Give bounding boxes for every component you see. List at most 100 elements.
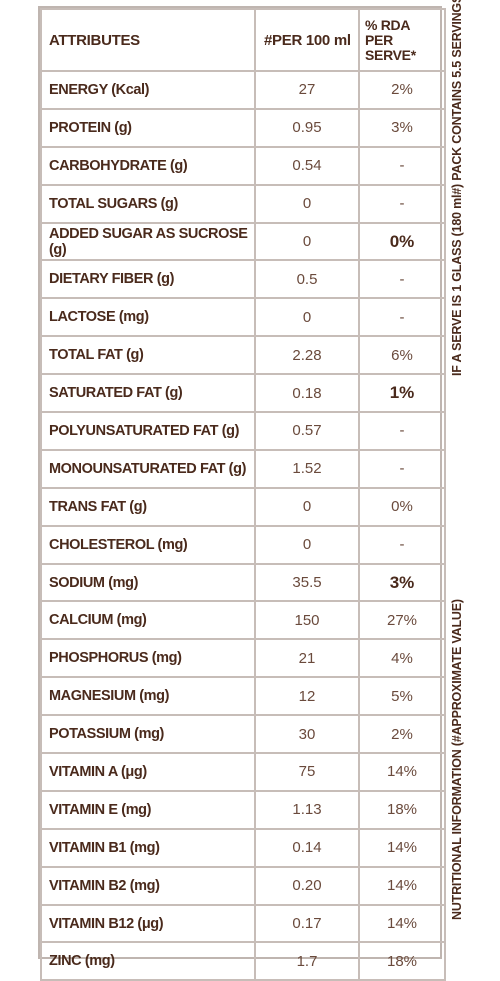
header-rda-line2: PER SERVE* bbox=[365, 31, 416, 63]
per-100ml-cell: 0 bbox=[254, 486, 360, 527]
per-100ml-cell: 35.5 bbox=[254, 562, 360, 603]
rda-cell: 1% bbox=[358, 373, 446, 414]
attribute-cell: VITAMIN B1 (mg) bbox=[40, 827, 256, 868]
table-row: PROTEIN (g) 0.95 3% bbox=[40, 107, 446, 148]
table-row: TOTAL SUGARS (g) 0- bbox=[40, 183, 446, 224]
table-row: DIETARY FIBER (g) 0.5- bbox=[40, 259, 446, 300]
table-row: VITAMIN E (mg) 1.13 18% bbox=[40, 789, 446, 830]
per-100ml-cell: 150 bbox=[254, 600, 360, 641]
per-100ml-cell: 75 bbox=[254, 752, 360, 792]
rda-cell: 2% bbox=[358, 714, 446, 755]
rda-cell: - bbox=[358, 145, 446, 186]
per-100ml-cell: 2.28 bbox=[254, 335, 360, 376]
per-100ml-cell: 0.18 bbox=[254, 373, 360, 414]
per-100ml-cell: 12 bbox=[254, 676, 360, 717]
rda-cell: - bbox=[358, 183, 446, 224]
table-row: CALCIUM (mg) 150 27% bbox=[40, 600, 446, 641]
attribute-cell: VITAMIN B12 (μg) bbox=[40, 903, 256, 944]
table-row: SATURATED FAT (g) 0.18 1% bbox=[40, 373, 446, 414]
table-row: VITAMIN A (μg) 75 14% bbox=[40, 752, 446, 792]
rda-cell: 4% bbox=[358, 638, 446, 679]
table-header-row: ATTRIBUTES #PER 100 ml % RDA PER SERVE* bbox=[40, 8, 446, 72]
nutrition-table: ATTRIBUTES #PER 100 ml % RDA PER SERVE* … bbox=[40, 8, 446, 981]
per-100ml-cell: 21 bbox=[254, 638, 360, 679]
per-100ml-cell: 0 bbox=[254, 524, 360, 565]
rda-cell: 14% bbox=[358, 752, 446, 792]
table-row: ENERGY (Kcal) 27 2% bbox=[40, 70, 446, 110]
table-row: ADDED SUGAR AS SUCROSE (g) 0 0% bbox=[40, 221, 446, 262]
rda-cell: 0% bbox=[358, 221, 446, 262]
attribute-cell: DIETARY FIBER (g) bbox=[40, 259, 256, 300]
per-100ml-cell: 0.17 bbox=[254, 903, 360, 944]
per-100ml-cell: 0.20 bbox=[254, 865, 360, 906]
attribute-cell: ADDED SUGAR AS SUCROSE (g) bbox=[40, 221, 256, 262]
attribute-cell: VITAMIN B2 (mg) bbox=[40, 865, 256, 906]
per-100ml-cell: 0.14 bbox=[254, 827, 360, 868]
attribute-cell: TRANS FAT (g) bbox=[40, 486, 256, 527]
rda-cell: 14% bbox=[358, 827, 446, 868]
rda-cell: - bbox=[358, 448, 446, 489]
per-100ml-cell: 0.5 bbox=[254, 259, 360, 300]
attribute-cell: TOTAL FAT (g) bbox=[40, 335, 256, 376]
rda-cell: 27% bbox=[358, 600, 446, 641]
table-row: VITAMIN B1 (mg) 0.14 14% bbox=[40, 827, 446, 868]
table-row: CHOLESTEROL (mg) 0- bbox=[40, 524, 446, 565]
attribute-cell: VITAMIN E (mg) bbox=[40, 789, 256, 830]
attribute-cell: CHOLESTEROL (mg) bbox=[40, 524, 256, 565]
per-100ml-cell: 30 bbox=[254, 714, 360, 755]
attribute-cell: POTASSIUM (mg) bbox=[40, 714, 256, 755]
attribute-cell: TOTAL SUGARS (g) bbox=[40, 183, 256, 224]
per-100ml-cell: 0 bbox=[254, 297, 360, 338]
attribute-cell: VITAMIN A (μg) bbox=[40, 752, 256, 792]
rda-cell: 18% bbox=[358, 941, 446, 981]
rda-cell: - bbox=[358, 411, 446, 451]
rda-cell: - bbox=[358, 259, 446, 300]
rda-cell: 3% bbox=[358, 107, 446, 148]
per-100ml-cell: 27 bbox=[254, 70, 360, 110]
table-row: SODIUM (mg) 35.5 3% bbox=[40, 562, 446, 603]
serving-note: IF A SERVE IS 1 GLASS (180 ml#) PACK CON… bbox=[450, 0, 464, 376]
per-100ml-cell: 1.7 bbox=[254, 941, 360, 981]
per-100ml-cell: 0 bbox=[254, 183, 360, 224]
header-rda-line1: % RDA bbox=[365, 16, 411, 33]
attribute-cell: PROTEIN (g) bbox=[40, 107, 256, 148]
per-100ml-cell: 0 bbox=[254, 221, 360, 262]
table-row: TOTAL FAT (g) 2.28 6% bbox=[40, 335, 446, 376]
table-row: MAGNESIUM (mg) 12 5% bbox=[40, 676, 446, 717]
rda-cell: 2% bbox=[358, 70, 446, 110]
header-rda: % RDA PER SERVE* bbox=[358, 8, 446, 72]
rda-cell: 6% bbox=[358, 335, 446, 376]
attribute-cell: PHOSPHORUS (mg) bbox=[40, 638, 256, 679]
attribute-cell: CARBOHYDRATE (g) bbox=[40, 145, 256, 186]
per-100ml-cell: 1.52 bbox=[254, 448, 360, 489]
table-row: MONOUNSATURATED FAT (g) 1.52- bbox=[40, 448, 446, 489]
attribute-cell: MAGNESIUM (mg) bbox=[40, 676, 256, 717]
attribute-cell: ZINC (mg) bbox=[40, 941, 256, 981]
header-per-100ml: #PER 100 ml bbox=[254, 8, 360, 72]
nutrition-table-wrapper: ATTRIBUTES #PER 100 ml % RDA PER SERVE* … bbox=[38, 6, 446, 981]
attribute-cell: SODIUM (mg) bbox=[40, 562, 256, 603]
table-row: CARBOHYDRATE (g) 0.54- bbox=[40, 145, 446, 186]
rda-cell: - bbox=[358, 524, 446, 565]
rda-cell: 18% bbox=[358, 789, 446, 830]
table-row: ZINC (mg) 1.7 18% bbox=[40, 941, 446, 981]
rda-cell: - bbox=[358, 297, 446, 338]
table-row: POTASSIUM (mg) 30 2% bbox=[40, 714, 446, 755]
per-100ml-cell: 0.95 bbox=[254, 107, 360, 148]
attribute-cell: SATURATED FAT (g) bbox=[40, 373, 256, 414]
table-row: POLYUNSATURATED FAT (g) 0.57- bbox=[40, 411, 446, 451]
attribute-cell: MONOUNSATURATED FAT (g) bbox=[40, 448, 256, 489]
attribute-cell: CALCIUM (mg) bbox=[40, 600, 256, 641]
rda-cell: 3% bbox=[358, 562, 446, 603]
per-100ml-cell: 0.54 bbox=[254, 145, 360, 186]
table-row: PHOSPHORUS (mg) 21 4% bbox=[40, 638, 446, 679]
rda-cell: 14% bbox=[358, 865, 446, 906]
per-100ml-cell: 0.57 bbox=[254, 411, 360, 451]
table-row: VITAMIN B2 (mg) 0.20 14% bbox=[40, 865, 446, 906]
rda-cell: 0% bbox=[358, 486, 446, 527]
per-100ml-cell: 1.13 bbox=[254, 789, 360, 830]
attribute-cell: LACTOSE (mg) bbox=[40, 297, 256, 338]
table-row: VITAMIN B12 (μg) 0.17 14% bbox=[40, 903, 446, 944]
table-row: TRANS FAT (g) 0 0% bbox=[40, 486, 446, 527]
attribute-cell: ENERGY (Kcal) bbox=[40, 70, 256, 110]
